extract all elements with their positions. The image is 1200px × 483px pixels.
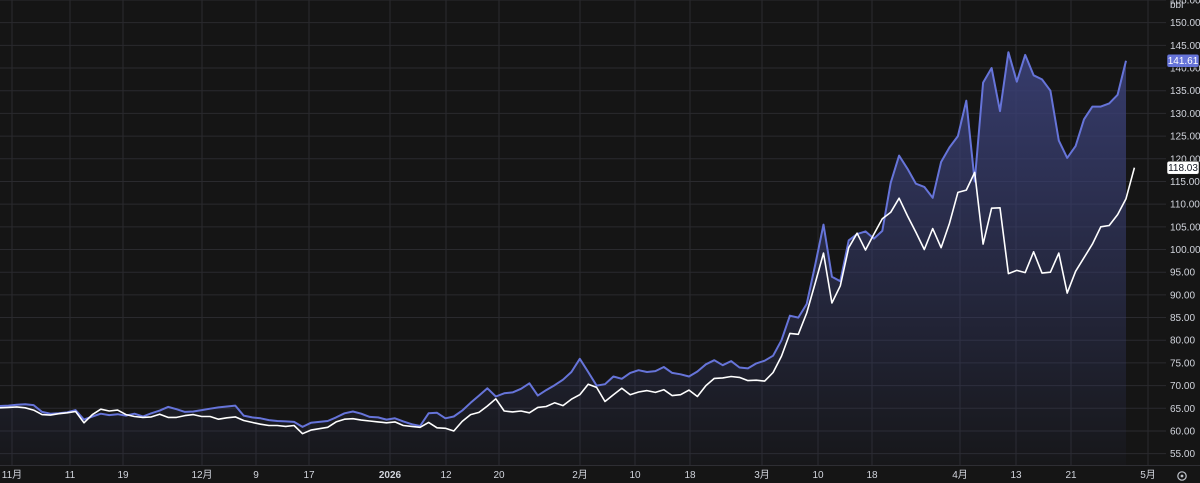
x-tick-label: 19 — [117, 470, 129, 481]
x-tick-label: 10 — [812, 470, 824, 481]
y-axis[interactable]: 55.00 60.00 65.00 70.00 75.00 80.00 85.00 90.00… — [1170, 0, 1200, 460]
y-tick-label: 85.00 — [1170, 313, 1195, 324]
unit-label: bbl — [1170, 0, 1183, 11]
x-tick-label: 18 — [684, 470, 696, 481]
last-value-badge — [1166, 160, 1200, 175]
x-tick-label: 12 — [440, 470, 452, 481]
y-tick-label: 150.00 — [1170, 18, 1200, 29]
x-tick-label: 20 — [493, 470, 505, 481]
x-tick-label: 9 — [253, 470, 259, 481]
y-tick-label: 155.00 — [1170, 0, 1200, 7]
x-tick-label: 5月 — [1140, 469, 1156, 481]
y-tick-label: 120.00 — [1170, 154, 1200, 165]
settings-icon[interactable] — [1177, 471, 1187, 481]
y-tick-label: 110.00 — [1170, 200, 1200, 211]
y-tick-label: 60.00 — [1170, 426, 1195, 437]
x-tick-label: 11月 — [2, 469, 22, 481]
series-line-white — [0, 167, 1136, 435]
x-tick-label: 10 — [629, 470, 641, 481]
x-tick-label: 17 — [303, 470, 315, 481]
y-tick-label: 145.00 — [1170, 41, 1200, 52]
y-tick-label: 135.00 — [1170, 86, 1200, 97]
y-tick-label: 55.00 — [1170, 449, 1195, 460]
y-tick-label: 115.00 — [1170, 177, 1200, 188]
x-tick-label: 3月 — [754, 469, 770, 481]
series-line-blue — [0, 51, 1127, 428]
y-tick-label: 70.00 — [1170, 381, 1195, 392]
x-tick-label: 4月 — [952, 469, 968, 481]
last-value-label: 141.61 — [1168, 56, 1199, 67]
x-tick-label: 12月 — [191, 469, 212, 481]
y-tick-label: 95.00 — [1170, 268, 1195, 279]
y-tick-label: 65.00 — [1170, 404, 1195, 415]
y-axis-panel[interactable] — [1166, 0, 1200, 483]
x-axis[interactable]: 11月 11 19 12月 9 17 2026 12 20 2月 10 18 3月 10 18 4月 13 21 5… — [2, 469, 1156, 481]
y-tick-label: 140.00 — [1170, 64, 1200, 75]
last-value-badges: 141.61 118.03 — [1166, 53, 1200, 175]
last-value-label: 118.03 — [1168, 163, 1198, 174]
y-tick-label: 100.00 — [1170, 245, 1200, 256]
y-tick-label: 90.00 — [1170, 290, 1195, 301]
x-tick-label: 13 — [1010, 470, 1022, 481]
x-tick-label: 21 — [1065, 470, 1077, 481]
last-value-badge — [1166, 53, 1200, 68]
y-tick-label: 125.00 — [1170, 132, 1200, 143]
x-tick-label: 11 — [65, 470, 76, 481]
x-tick-label: 2026 — [379, 470, 402, 481]
y-tick-label: 75.00 — [1170, 358, 1195, 369]
x-tick-label: 18 — [866, 470, 878, 481]
area-fill — [0, 52, 1126, 465]
y-tick-label: 130.00 — [1170, 109, 1200, 120]
x-tick-label: 2月 — [572, 469, 588, 481]
y-tick-label: 80.00 — [1170, 336, 1195, 347]
y-tick-label: 105.00 — [1170, 222, 1200, 233]
